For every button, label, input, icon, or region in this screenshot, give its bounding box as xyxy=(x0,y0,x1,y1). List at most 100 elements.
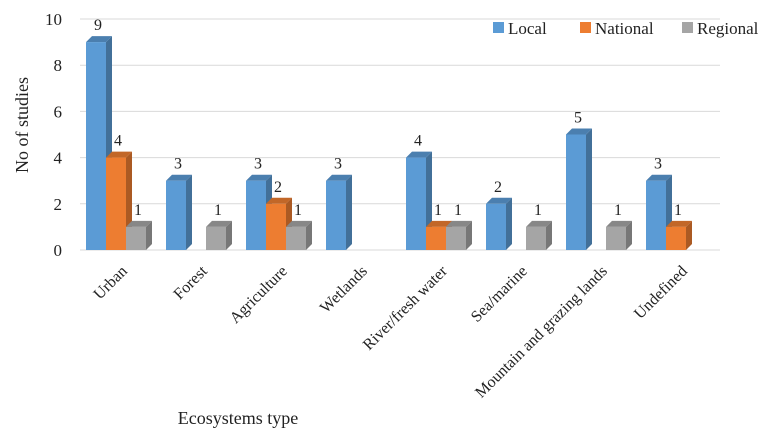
legend-label-national: National xyxy=(595,19,654,38)
x-tick-label-undefined: Undefined xyxy=(631,263,691,323)
y-tick-label-2: 2 xyxy=(54,195,63,214)
bar-front-sea-marine-local xyxy=(486,203,506,250)
bar-front-river-fresh-water-regional xyxy=(446,226,466,250)
legend: Local National Regional xyxy=(493,19,759,38)
data-label-sea-marine-regional: 1 xyxy=(534,202,542,219)
bar-front-undefined-national xyxy=(666,226,686,250)
y-tick-label-10: 10 xyxy=(45,10,62,29)
data-label-mountain-and-grazing-lands-regional: 1 xyxy=(614,202,622,219)
data-label-wetlands-local: 3 xyxy=(334,156,342,173)
bar-undefined-national xyxy=(666,220,692,250)
bar-side-sea-marine-regional xyxy=(546,220,552,250)
data-label-agriculture-regional: 1 xyxy=(294,202,302,219)
bar-front-forest-regional xyxy=(206,226,226,250)
bar-side-river-fresh-water-regional xyxy=(466,220,472,250)
bar-top-forest-local xyxy=(166,174,192,181)
data-label-mountain-and-grazing-lands-local: 5 xyxy=(574,110,582,127)
bar-front-forest-local xyxy=(166,180,186,250)
x-tick-label-urban: Urban xyxy=(91,263,131,303)
bar-front-urban-regional xyxy=(126,226,146,250)
bar-top-agriculture-local xyxy=(246,174,272,181)
bars xyxy=(86,36,692,250)
y-axis-ticks: 0 2 4 6 8 10 xyxy=(45,10,63,260)
data-label-agriculture-local: 3 xyxy=(254,156,262,173)
data-label-sea-marine-local: 2 xyxy=(494,179,502,196)
x-tick-label-forest: Forest xyxy=(171,262,212,303)
y-tick-label-0: 0 xyxy=(54,241,63,260)
legend-swatch-local xyxy=(493,22,504,33)
y-axis-label: No of studies xyxy=(12,77,32,173)
bar-mountain-and-grazing-lands-regional xyxy=(606,220,632,250)
data-label-forest-local: 3 xyxy=(174,156,182,173)
bar-top-wetlands-local xyxy=(326,174,352,181)
bar-top-urban-national xyxy=(106,151,132,158)
bar-sea-marine-regional xyxy=(526,220,552,250)
y-tick-label-4: 4 xyxy=(54,149,63,168)
bar-forest-local xyxy=(166,174,192,250)
bar-side-wetlands-local xyxy=(346,174,352,250)
bar-top-mountain-and-grazing-lands-regional xyxy=(606,220,632,227)
x-tick-label-sea-marine: Sea/marine xyxy=(468,263,531,326)
x-tick-label-river-fresh-water: River/fresh water xyxy=(360,262,451,353)
bar-front-agriculture-local xyxy=(246,180,266,250)
bar-sea-marine-local xyxy=(486,197,512,250)
bar-front-sea-marine-regional xyxy=(526,226,546,250)
data-label-urban-regional: 1 xyxy=(134,202,142,219)
bar-top-urban-local xyxy=(86,36,112,43)
bar-top-sea-marine-local xyxy=(486,197,512,204)
bar-side-agriculture-regional xyxy=(306,220,312,250)
bar-front-mountain-and-grazing-lands-local xyxy=(566,134,586,250)
bar-front-river-fresh-water-local xyxy=(406,157,426,250)
x-tick-label-mountain-and-grazing-lands: Mountain and grazing lands xyxy=(472,263,611,402)
bar-front-urban-local xyxy=(86,42,106,250)
x-axis-categories: Urban Forest Agriculture WetlandsRiver/fres… xyxy=(91,262,691,401)
bar-top-agriculture-regional xyxy=(286,220,312,227)
legend-swatch-national xyxy=(580,22,591,33)
legend-swatch-regional xyxy=(682,22,693,33)
bar-top-undefined-national xyxy=(666,220,692,227)
bar-top-urban-regional xyxy=(126,220,152,227)
bar-front-undefined-local xyxy=(646,180,666,250)
bar-side-mountain-and-grazing-lands-regional xyxy=(626,220,632,250)
bar-top-river-fresh-water-regional xyxy=(446,220,472,227)
data-label-urban-local: 9 xyxy=(94,17,102,34)
x-axis-label: Ecosystems type xyxy=(178,408,298,428)
data-label-forest-regional: 1 xyxy=(214,202,222,219)
bar-side-mountain-and-grazing-lands-local xyxy=(586,128,592,250)
bar-side-urban-regional xyxy=(146,220,152,250)
y-tick-label-8: 8 xyxy=(54,56,63,75)
bar-agriculture-regional xyxy=(286,220,312,250)
bar-top-river-fresh-water-national xyxy=(426,220,452,227)
bar-top-mountain-and-grazing-lands-local xyxy=(566,128,592,135)
bar-front-mountain-and-grazing-lands-regional xyxy=(606,226,626,250)
bar-forest-regional xyxy=(206,220,232,250)
bar-top-agriculture-national xyxy=(266,197,292,204)
legend-item-regional: Regional xyxy=(682,19,759,38)
bar-side-forest-local xyxy=(186,174,192,250)
x-tick-label-wetlands: Wetlands xyxy=(317,263,371,317)
data-label-undefined-local: 3 xyxy=(654,156,662,173)
legend-label-regional: Regional xyxy=(697,19,759,38)
legend-item-local: Local xyxy=(493,19,547,38)
data-label-river-fresh-water-local: 4 xyxy=(414,133,422,150)
data-label-urban-national: 4 xyxy=(114,133,122,150)
bar-front-river-fresh-water-national xyxy=(426,226,446,250)
bar-top-undefined-local xyxy=(646,174,672,181)
data-label-river-fresh-water-national: 1 xyxy=(434,202,442,219)
bar-top-sea-marine-regional xyxy=(526,220,552,227)
bar-top-river-fresh-water-local xyxy=(406,151,432,158)
bar-front-agriculture-national xyxy=(266,203,286,250)
bar-front-agriculture-regional xyxy=(286,226,306,250)
bar-urban-regional xyxy=(126,220,152,250)
data-label-river-fresh-water-regional: 1 xyxy=(454,202,462,219)
y-tick-label-6: 6 xyxy=(54,102,63,121)
x-tick-label-agriculture: Agriculture xyxy=(227,263,291,327)
bar-front-wetlands-local xyxy=(326,180,346,250)
bar-front-urban-national xyxy=(106,157,126,250)
bar-river-fresh-water-regional xyxy=(446,220,472,250)
data-label-undefined-national: 1 xyxy=(674,202,682,219)
bar-side-sea-marine-local xyxy=(506,197,512,250)
bar-wetlands-local xyxy=(326,174,352,250)
